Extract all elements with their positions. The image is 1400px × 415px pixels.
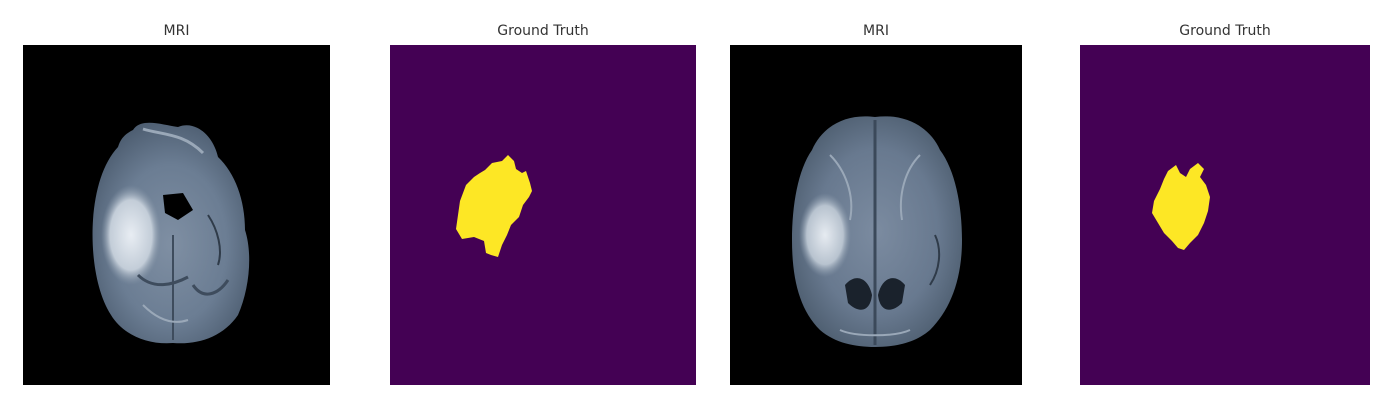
brain-outline [92,122,250,344]
mask-image [1080,45,1370,385]
tumor-mask [456,155,532,257]
tumor-mask [1152,163,1210,250]
ventricle-left [845,278,872,310]
ground-truth-panel-1: Ground Truth [390,22,696,385]
ventricle-right [878,278,905,310]
mask-background [390,45,696,385]
bright-lesion-region [101,185,161,285]
mask-graphic [1080,45,1370,385]
mri-image [730,45,1022,385]
panel-title: MRI [863,23,889,39]
panel-title: MRI [163,23,190,39]
dark-cavity [163,193,193,220]
ground-truth-panel-2: Ground Truth [1080,22,1370,385]
mri-scan-graphic [23,45,330,385]
mask-background [1080,45,1370,385]
panel-title: Ground Truth [497,23,589,39]
mri-image [23,45,330,385]
brain-outline [792,116,962,348]
mri-scan-graphic [730,45,1022,385]
mask-image [390,45,696,385]
mri-panel-1: MRI [23,22,330,385]
bright-lesion-region [799,193,851,277]
mask-graphic [390,45,696,385]
panel-title: Ground Truth [1179,23,1271,39]
mri-panel-2: MRI [730,22,1022,385]
